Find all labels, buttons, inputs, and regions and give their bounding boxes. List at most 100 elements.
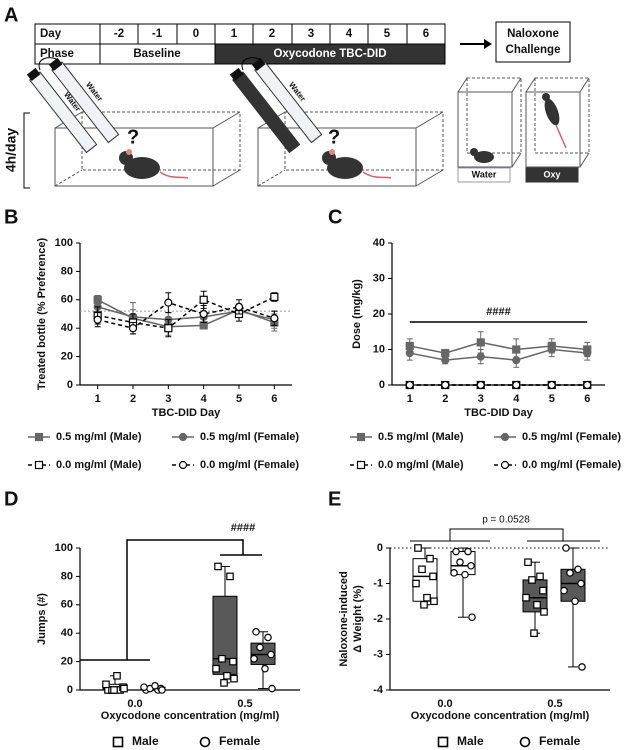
legend-marker bbox=[356, 432, 366, 442]
y-tick-label: -2 bbox=[373, 613, 383, 625]
data-point bbox=[418, 565, 426, 574]
legend-marker bbox=[178, 460, 188, 470]
legend-label: 0.0 mg/ml (Female) bbox=[522, 459, 621, 471]
y-tick-label: 80 bbox=[61, 265, 73, 277]
marker bbox=[441, 380, 450, 390]
significance-bracket bbox=[410, 528, 600, 542]
data-point bbox=[571, 597, 579, 606]
day-cell: 0 bbox=[193, 28, 199, 40]
data-point bbox=[250, 654, 258, 663]
duration-label: 4h/day bbox=[3, 128, 19, 173]
data-point bbox=[560, 586, 568, 595]
data-point bbox=[468, 613, 476, 622]
x-tick-label: 5 bbox=[236, 393, 242, 405]
x-tick-label: 4 bbox=[201, 393, 208, 405]
legend-label: 0.0 mg/ml (Female) bbox=[200, 459, 299, 471]
y-tick-label: 0 bbox=[67, 379, 73, 391]
data-point bbox=[151, 681, 159, 690]
timeline-table bbox=[34, 23, 446, 65]
x-tick-label: 6 bbox=[271, 393, 277, 405]
arrow bbox=[460, 39, 492, 49]
legend-label: 0.5 mg/ml (Male) bbox=[56, 431, 142, 443]
marker bbox=[234, 302, 244, 311]
day-cell: 2 bbox=[269, 28, 275, 40]
data-point bbox=[562, 544, 570, 552]
data-point bbox=[218, 654, 226, 663]
data-point bbox=[267, 650, 275, 659]
legend-label: Male bbox=[132, 734, 159, 748]
marker bbox=[441, 348, 450, 358]
data-point bbox=[426, 554, 434, 563]
marker bbox=[476, 338, 485, 347]
legend-label: 0.5 mg/ml (Female) bbox=[522, 431, 621, 443]
marker bbox=[199, 295, 208, 304]
annotation: p = 0.0528 bbox=[482, 515, 530, 526]
data-point bbox=[256, 643, 264, 652]
data-point bbox=[430, 597, 438, 606]
y-tick-label: 40 bbox=[61, 322, 73, 334]
x-axis-label: Oxycodone concentration (mg/ml) bbox=[101, 710, 280, 722]
x-tick-label: 0.5 bbox=[547, 698, 562, 710]
legend-label: Female bbox=[219, 734, 261, 748]
x-axis-label: TBC-DID Day bbox=[464, 407, 533, 419]
data-point bbox=[450, 569, 458, 577]
y-tick-label: 40 bbox=[61, 627, 73, 639]
x-tick-label: 3 bbox=[165, 393, 171, 405]
series-line bbox=[97, 306, 275, 321]
y-tick-label: 60 bbox=[61, 599, 73, 611]
panel-label: C bbox=[328, 206, 342, 228]
legend-marker bbox=[356, 460, 366, 470]
series-line bbox=[97, 301, 275, 330]
marker bbox=[547, 380, 556, 390]
x-tick-label: 5 bbox=[549, 393, 555, 405]
x-tick-label: 2 bbox=[130, 393, 136, 405]
y-axis-label: Δ Weight (%) bbox=[352, 585, 364, 653]
data-point bbox=[412, 579, 420, 588]
y-tick-label: 100 bbox=[55, 237, 73, 249]
legend-marker bbox=[199, 736, 211, 748]
data-point bbox=[264, 633, 272, 642]
mouse bbox=[470, 93, 567, 163]
legend-marker bbox=[500, 460, 510, 470]
y-tick-label: 0 bbox=[377, 542, 383, 554]
legend-label: 0.5 mg/ml (Male) bbox=[378, 431, 464, 443]
marker bbox=[583, 348, 592, 358]
cage-label: Oxy bbox=[543, 169, 560, 179]
data-point bbox=[528, 576, 536, 584]
y-axis-label: Dose (mg/kg) bbox=[351, 279, 363, 349]
bottle bbox=[229, 67, 301, 154]
y-tick-label: 20 bbox=[373, 308, 385, 320]
panel-label: B bbox=[4, 206, 18, 228]
day-cell: -2 bbox=[114, 28, 124, 40]
day-cell: 3 bbox=[308, 28, 314, 40]
panel-label: E bbox=[328, 488, 341, 510]
x-tick-label: 4 bbox=[513, 393, 520, 405]
legend-label: 0.0 mg/ml (Male) bbox=[56, 459, 142, 471]
x-tick-label: 6 bbox=[584, 393, 590, 405]
mouse bbox=[322, 149, 392, 179]
day-cell: -1 bbox=[152, 28, 163, 40]
bottle bbox=[251, 57, 323, 144]
data-point bbox=[530, 629, 538, 638]
x-tick-label: 1 bbox=[407, 393, 413, 405]
day-cell: 1 bbox=[231, 28, 238, 40]
series-line bbox=[409, 348, 588, 361]
marker bbox=[547, 345, 556, 354]
y-tick-label: -3 bbox=[373, 648, 383, 660]
data-point bbox=[467, 561, 475, 570]
data-point bbox=[110, 686, 118, 694]
marker bbox=[512, 345, 521, 354]
x-tick-label: 1 bbox=[95, 393, 101, 405]
day-cell: 6 bbox=[423, 28, 429, 40]
swap-arrow bbox=[38, 57, 59, 71]
x-axis-label: TBC-DID Day bbox=[152, 407, 221, 419]
y-axis-label: Jumps (#) bbox=[36, 593, 48, 645]
data-point bbox=[230, 674, 238, 683]
day-cell: 5 bbox=[384, 28, 391, 40]
marker bbox=[128, 324, 138, 333]
data-point bbox=[261, 664, 269, 673]
y-tick-label: 10 bbox=[373, 343, 385, 355]
y-tick-label: -1 bbox=[373, 577, 383, 589]
